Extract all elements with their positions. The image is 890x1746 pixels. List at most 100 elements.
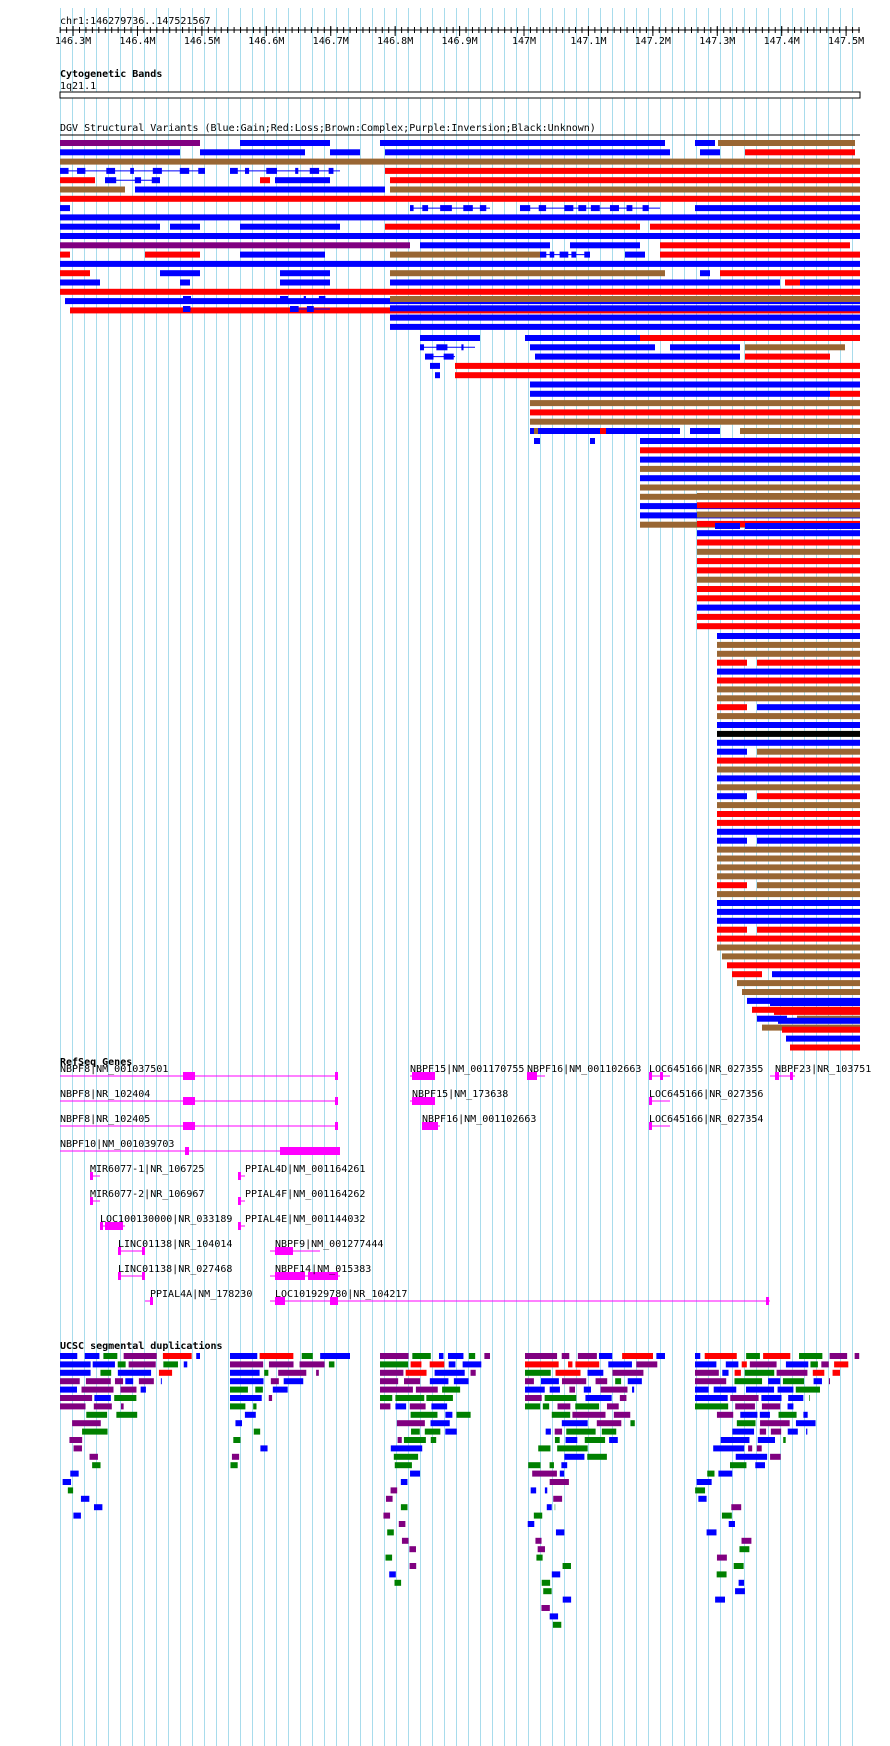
segdup[interactable] <box>445 1411 453 1418</box>
dgv-variant[interactable] <box>717 641 860 648</box>
dgv-variant[interactable] <box>697 558 860 565</box>
segdup[interactable] <box>735 1453 768 1460</box>
segdup[interactable] <box>577 1353 597 1359</box>
dgv-variant[interactable] <box>717 775 860 782</box>
segdup[interactable] <box>776 1369 808 1376</box>
dgv-variant[interactable] <box>757 659 860 666</box>
dgv-variant[interactable] <box>60 167 69 174</box>
dgv-variant[interactable] <box>745 344 845 351</box>
dgv-variant[interactable] <box>757 748 860 755</box>
dgv-variant[interactable] <box>60 140 200 146</box>
dgv-variant[interactable] <box>640 475 860 482</box>
dgv-variant[interactable] <box>328 167 334 174</box>
segdup[interactable] <box>695 1353 701 1359</box>
segdup[interactable] <box>525 1403 541 1410</box>
segdup[interactable] <box>713 1386 737 1393</box>
dgv-variant[interactable] <box>290 306 299 312</box>
dgv-variant[interactable] <box>717 900 860 906</box>
segdup[interactable] <box>158 1369 173 1376</box>
dgv-variant[interactable] <box>530 344 655 351</box>
gene-exon[interactable] <box>422 1122 438 1130</box>
segdup[interactable] <box>834 1361 849 1368</box>
dgv-variant[interactable] <box>790 1044 860 1051</box>
segdup[interactable] <box>716 1571 727 1578</box>
segdup[interactable] <box>598 1353 613 1359</box>
segdup[interactable] <box>695 1403 729 1410</box>
segdup[interactable] <box>715 1596 726 1603</box>
segdup[interactable] <box>380 1369 404 1376</box>
segdup[interactable] <box>695 1395 728 1401</box>
segdup[interactable] <box>230 1378 264 1385</box>
segdup[interactable] <box>544 1487 548 1494</box>
dgv-variant[interactable] <box>198 167 205 174</box>
dgv-variant[interactable] <box>578 205 587 212</box>
segdup[interactable] <box>542 1403 550 1410</box>
segdup[interactable] <box>554 1437 560 1443</box>
segdup[interactable] <box>525 1378 534 1385</box>
gene-exon[interactable] <box>238 1222 241 1230</box>
segdup[interactable] <box>73 1445 82 1452</box>
dgv-variant[interactable] <box>540 251 547 258</box>
segdup[interactable] <box>732 1428 755 1435</box>
segdup[interactable] <box>320 1353 350 1359</box>
segdup[interactable] <box>403 1437 426 1443</box>
dgv-variant[interactable] <box>757 793 860 800</box>
gene-exon[interactable] <box>90 1172 93 1180</box>
dgv-variant[interactable] <box>584 251 590 258</box>
dgv-variant[interactable] <box>717 748 747 755</box>
segdup[interactable] <box>557 1445 588 1452</box>
segdup[interactable] <box>722 1369 729 1376</box>
dgv-variant[interactable] <box>717 917 860 924</box>
dgv-variant[interactable] <box>183 296 191 302</box>
segdup[interactable] <box>60 1378 80 1385</box>
segdup[interactable] <box>551 1571 561 1578</box>
segdup[interactable] <box>729 1462 747 1469</box>
dgv-variant[interactable] <box>60 149 180 156</box>
segdup[interactable] <box>778 1411 797 1418</box>
segdup[interactable] <box>759 1428 767 1435</box>
dgv-variant[interactable] <box>200 149 305 156</box>
gene-exon[interactable] <box>335 1122 338 1130</box>
segdup[interactable] <box>746 1353 760 1359</box>
dgv-variant[interactable] <box>275 177 330 184</box>
dgv-variant[interactable] <box>564 205 574 212</box>
dgv-variant[interactable] <box>717 730 860 737</box>
dgv-variant[interactable] <box>530 390 830 397</box>
segdup[interactable] <box>86 1411 108 1418</box>
segdup[interactable] <box>716 1411 734 1418</box>
segdup[interactable] <box>564 1453 585 1460</box>
segdup[interactable] <box>453 1378 469 1385</box>
segdup[interactable] <box>89 1453 98 1460</box>
dgv-variant[interactable] <box>757 704 860 711</box>
dgv-variant[interactable] <box>134 177 142 184</box>
segdup[interactable] <box>398 1521 406 1527</box>
segdup[interactable] <box>390 1445 423 1452</box>
segdup[interactable] <box>445 1428 457 1435</box>
dgv-variant[interactable] <box>60 158 860 165</box>
segdup[interactable] <box>736 1420 756 1427</box>
gene-exon[interactable] <box>185 1147 189 1155</box>
gene-exon[interactable] <box>766 1297 769 1305</box>
gene-exon[interactable] <box>118 1247 121 1255</box>
segdup[interactable] <box>787 1403 794 1410</box>
segdup[interactable] <box>632 1386 635 1393</box>
segdup[interactable] <box>761 1395 782 1401</box>
segdup[interactable] <box>70 1470 79 1477</box>
dgv-variant[interactable] <box>690 428 720 434</box>
dgv-variant[interactable] <box>534 428 538 434</box>
segdup[interactable] <box>125 1378 134 1385</box>
segdup[interactable] <box>854 1353 860 1359</box>
dgv-variant[interactable] <box>280 270 330 277</box>
segdup[interactable] <box>707 1470 715 1477</box>
dgv-variant[interactable] <box>717 784 860 791</box>
segdup[interactable] <box>541 1605 550 1611</box>
dgv-variant[interactable] <box>695 205 860 212</box>
dgv-variant[interactable] <box>303 296 306 302</box>
segdup[interactable] <box>380 1378 399 1385</box>
segdup[interactable] <box>704 1353 737 1359</box>
segdup[interactable] <box>468 1353 476 1359</box>
segdup[interactable] <box>832 1369 840 1376</box>
segdup[interactable] <box>695 1361 717 1368</box>
segdup[interactable] <box>430 1420 450 1427</box>
segdup[interactable] <box>268 1395 273 1401</box>
